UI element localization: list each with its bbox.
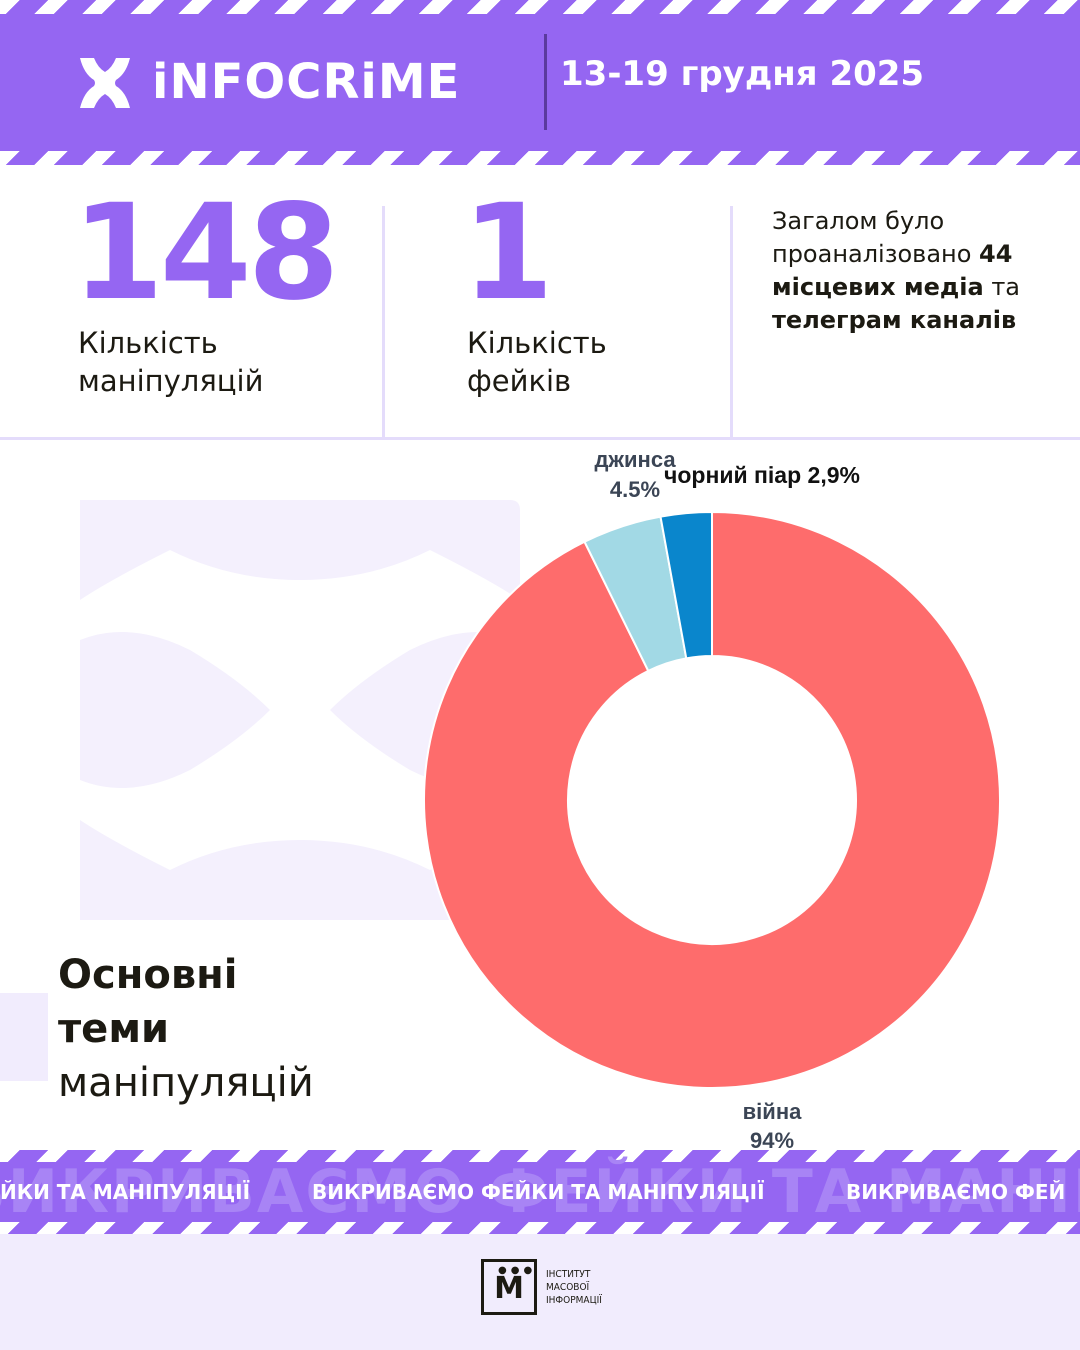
manipulations-label-line2: маніпуляцій: [78, 364, 264, 398]
ticker-text-center: ВИКРИВАЄМО ФЕЙКИ ТА МАНІПУЛЯЦІЇ: [312, 1180, 765, 1204]
ticker-band: ВИКРИВАЄМО ФЕЙКИ ТА МАНІПУЛЯЦІЇ ЙКИ ТА М…: [0, 1150, 1080, 1234]
imi-logo-letter: М: [494, 1271, 524, 1306]
section-title: Основні теми маніпуляцій: [58, 948, 314, 1110]
slice-label-war: війна 94%: [722, 1097, 822, 1155]
slice-label-black-pr: чорний піар 2,9%: [664, 462, 860, 488]
ticker-background-text: ВИКРИВАЄМО ФЕЙКИ ТА МАНІПУЛЯЦІЇ: [0, 1157, 1080, 1227]
slice-war: [423, 510, 1001, 1089]
slice-label-war-name: війна: [742, 1099, 802, 1124]
header-stripe-bottom: [0, 151, 1080, 165]
ticker-stripe-top: [0, 1150, 1080, 1162]
summary-and: та: [983, 273, 1021, 301]
slice-black-pr: [659, 510, 713, 660]
summary-count: 44: [979, 240, 1013, 268]
slice-label-jeans-name: джинса: [594, 447, 676, 472]
footer: [0, 1234, 1080, 1350]
stats-divider-1: [382, 206, 385, 438]
fakes-label-line2: фейків: [467, 364, 572, 398]
analysis-summary: Загалом було проаналізовано 44 місцевих …: [772, 205, 1062, 337]
manipulation-topics-donut-chart: [423, 510, 1001, 1089]
imi-dots-icon: ●●●: [498, 1265, 537, 1276]
manipulations-count: 148: [72, 176, 340, 330]
header-band: iNFOCRiME 13-19 грудня 2025: [0, 0, 1080, 165]
ticker-text-right: ВИКРИВАЄМО ФЕЙ: [846, 1180, 1066, 1204]
imi-org-name: ІНСТИТУТ МАСОВОЇ ІНФОРМАЦІЇ: [546, 1268, 602, 1307]
manipulations-label: Кількість маніпуляцій: [78, 324, 378, 400]
brand-name: iNFOCRiME: [152, 54, 461, 110]
slice-label-jeans: джинса 4.5%: [585, 445, 685, 505]
imi-logo: ●●● М: [481, 1259, 537, 1315]
summary-local-media: місцевих медіа: [772, 273, 984, 301]
slice-label-jeans-value: 4.5%: [609, 477, 661, 502]
manipulations-label-line1: Кількість: [78, 326, 218, 360]
header-divider: [544, 34, 547, 130]
slice-label-war-value: 94%: [749, 1128, 795, 1153]
summary-telegram: телеграм каналів: [772, 306, 1017, 334]
stats-divider-2: [730, 206, 733, 438]
section-title-line3: маніпуляцій: [58, 1060, 314, 1106]
date-range: 13-19 грудня 2025: [560, 54, 925, 94]
ticker-text-left: ЙКИ ТА МАНІПУЛЯЦІЇ: [0, 1180, 251, 1204]
decor-block: [0, 993, 48, 1081]
imi-org-line1: ІНСТИТУТ: [546, 1269, 591, 1280]
fakes-label: Кількість фейків: [467, 324, 767, 400]
section-divider: [0, 437, 1080, 440]
ticker-stripe-bottom: [0, 1222, 1080, 1234]
infocrime-logo-icon: [80, 58, 130, 108]
header-stripe-top: [0, 0, 1080, 14]
imi-org-line3: ІНФОРМАЦІЇ: [546, 1295, 602, 1306]
section-title-line2: теми: [58, 1006, 170, 1052]
summary-text: Загалом було проаналізовано: [772, 207, 980, 268]
fakes-count: 1: [462, 176, 554, 330]
imi-org-line2: МАСОВОЇ: [546, 1282, 590, 1293]
fakes-label-line1: Кількість: [467, 326, 607, 360]
section-title-line1: Основні: [58, 952, 238, 998]
